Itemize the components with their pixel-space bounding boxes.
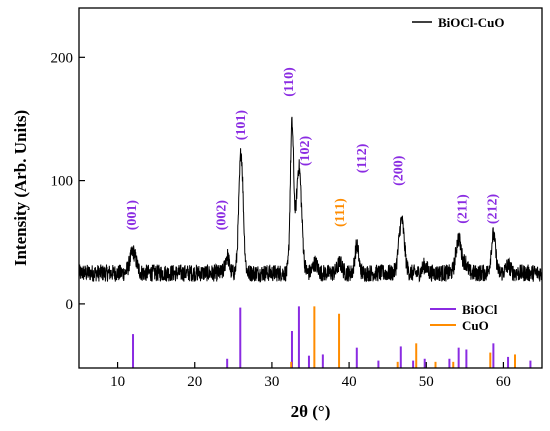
y-tick-label: 0 — [66, 297, 74, 313]
x-tick-label: 20 — [187, 374, 202, 390]
plot-area — [78, 116, 543, 283]
legend-label: CuO — [462, 318, 489, 333]
peak-label: (102) — [298, 136, 313, 167]
y-tick-label: 200 — [51, 50, 74, 66]
peak-label: (212) — [486, 193, 501, 224]
peak-label: (002) — [215, 200, 230, 231]
peak-label: (112) — [355, 143, 370, 173]
x-axis-title: 2θ (°) — [291, 402, 331, 421]
x-tick-label: 60 — [496, 374, 511, 390]
peak-label: (211) — [456, 194, 471, 224]
x-tick-label: 10 — [110, 374, 125, 390]
axes: 10 20 30 40 50 60 0 100 200 — [51, 7, 543, 390]
peak-annotations: (001) (002) (101) (110) (102) (111) (112) (200)… — [125, 67, 500, 230]
reference-lines — [132, 306, 532, 368]
peak-label: (111) — [333, 198, 348, 227]
peak-label: (101) — [234, 110, 249, 141]
series-line-bioc-cuo — [78, 116, 543, 283]
peak-label: (200) — [391, 155, 406, 186]
x-tick-label: 50 — [419, 374, 434, 390]
peak-label: (001) — [125, 200, 140, 231]
peak-label: (110) — [282, 67, 297, 97]
y-tick-label: 100 — [51, 174, 74, 190]
y-axis-title: Intensity (Arb. Units) — [11, 110, 30, 266]
legend-label-bioc-cuo: BiOCl-CuO — [438, 15, 504, 30]
plot-frame — [78, 7, 543, 369]
x-tick-label: 40 — [342, 374, 357, 390]
legend-label: BiOCl — [462, 302, 498, 317]
x-tick-label: 30 — [264, 374, 279, 390]
